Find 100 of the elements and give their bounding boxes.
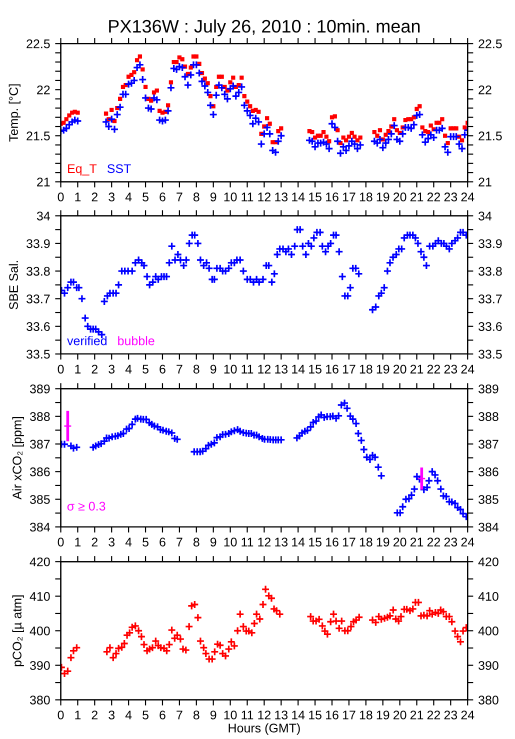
y-tick-label: 33.7	[26, 294, 50, 304]
x-tick-label: 1	[75, 538, 81, 546]
x-tick-label: 16	[326, 192, 338, 202]
x-tick-label: 19	[376, 538, 390, 547]
y2-tick-label: 387	[478, 440, 498, 449]
y2-tick-label: 389	[478, 384, 498, 394]
x-tick-label: 10	[224, 192, 237, 202]
y-axis-title: Air xCO₂ [ppm]	[12, 417, 24, 500]
x-tick-label: 5	[142, 710, 148, 720]
x-tick-label: 14	[292, 710, 305, 720]
x-tick-label: 7	[176, 192, 182, 202]
x-tick-label: 10	[224, 710, 237, 720]
x-tick-label: 9	[210, 192, 216, 202]
x-tick-label: 13	[275, 364, 288, 374]
y2-tick-label: 380	[478, 696, 498, 704]
x-tick-label: 23	[444, 710, 458, 720]
y2-tick-label: 33.9	[478, 239, 502, 248]
x-tick-label: 22	[427, 710, 440, 720]
x-tick-label: 19	[376, 192, 390, 202]
x-tick-label: 11	[242, 192, 254, 202]
chart-title: PX136W : July 26, 2010 : 10min. mean	[109, 19, 420, 36]
x-tick-label: 20	[393, 364, 406, 374]
y-axis-title: Temp. [°C]	[8, 84, 20, 142]
y2-tick-label: 22.5	[478, 39, 502, 48]
x-tick-label: 0	[58, 192, 64, 202]
y2-tick-label: 386	[478, 467, 498, 476]
y-tick-label: 385	[30, 495, 50, 504]
text: Eq_T	[68, 164, 97, 176]
y-tick-label: 387	[30, 440, 50, 449]
x-tick-label: 3	[108, 538, 115, 547]
y-axis-title: SBE Sal.	[8, 261, 18, 310]
x-tick-label: 4	[125, 364, 132, 374]
x-tick-label: 3	[108, 192, 115, 202]
y2-tick-label: 384	[478, 522, 499, 532]
x-tick-label: 15	[309, 538, 322, 547]
y2-tick-label: 33.7	[478, 294, 502, 304]
y2-tick-label: 22	[478, 85, 492, 94]
y-tick-label: 400	[30, 626, 50, 636]
x-tick-label: 8	[193, 364, 200, 374]
text: SST	[107, 164, 131, 174]
y2-tick-label: 400	[478, 626, 498, 636]
y2-tick-label: 390	[478, 661, 498, 670]
x-tick-label: 13	[275, 710, 288, 720]
x-tick-label: 14	[292, 538, 305, 546]
x-tick-label: 13	[275, 538, 288, 547]
x-tick-label: 23	[444, 192, 458, 202]
y-tick-label: 21	[37, 178, 50, 186]
x-tick-label: 6	[160, 538, 166, 547]
x-tick-label: 7	[176, 538, 182, 546]
x-tick-label: 14	[292, 364, 305, 374]
x-tick-label: 13	[275, 192, 288, 202]
x-tick-label: 20	[393, 710, 406, 720]
x-tick-label: 17	[342, 364, 356, 374]
y2-tick-label: 420	[478, 557, 498, 566]
y-tick-label: 33.5	[26, 350, 50, 359]
x-tick-label: 20	[393, 192, 406, 202]
y2-tick-label: 33.8	[478, 266, 502, 276]
y-tick-label: 21.5	[26, 132, 50, 140]
y-tick-label: 22	[37, 85, 50, 94]
x-tick-label: 1	[75, 364, 81, 374]
y2-tick-label: 33.6	[478, 322, 502, 331]
x-tick-label: 1	[75, 192, 81, 202]
x-tick-label: 2	[92, 710, 98, 720]
x-tick-label: 12	[258, 192, 271, 202]
x-tick-label: 7	[176, 710, 182, 720]
y-tick-label: 386	[30, 467, 50, 476]
x-tick-label: 12	[258, 364, 271, 374]
x-tick-label: 0	[58, 710, 64, 720]
x-tick-label: 18	[360, 710, 372, 720]
x-tick-label: 2	[92, 364, 98, 374]
x-tick-label: 5	[142, 538, 148, 547]
x-tick-label: 8	[193, 538, 200, 547]
y-tick-label: 33.8	[26, 266, 50, 276]
y-tick-label: 390	[30, 661, 50, 670]
annotation: σ ≥ 0.3	[67, 502, 106, 511]
x-tick-label: 15	[309, 364, 322, 374]
x-tick-label: 7	[176, 364, 182, 374]
x-tick-label: 1	[75, 710, 81, 720]
x-tick-label: 16	[326, 538, 338, 547]
x-tick-label: 18	[360, 538, 372, 547]
x-tick-label: 5	[142, 192, 148, 202]
x-tick-label: 21	[410, 538, 424, 546]
x-tick-label: 17	[342, 538, 356, 546]
x-tick-label: 3	[108, 364, 115, 374]
x-tick-label: 20	[393, 538, 406, 547]
y-axis-title: pCO₂ [µ atm]	[12, 595, 24, 666]
y-tick-label: 22.5	[26, 39, 50, 48]
y2-tick-label: 410	[478, 592, 498, 601]
x-tick-label: 8	[193, 192, 200, 202]
y2-tick-label: 21	[478, 178, 492, 186]
x-tick-label: 19	[376, 364, 390, 374]
x-tick-label: 0	[58, 364, 64, 374]
y-tick-label: 33.9	[26, 239, 50, 248]
x-tick-label: 3	[108, 710, 115, 720]
y-tick-label: 410	[30, 592, 50, 601]
y-tick-label: 389	[30, 384, 50, 394]
x-tick-label: 2	[92, 192, 98, 202]
y-tick-label: 380	[30, 696, 50, 704]
series-label: verified	[67, 336, 107, 346]
y2-tick-label: 34	[478, 212, 492, 220]
